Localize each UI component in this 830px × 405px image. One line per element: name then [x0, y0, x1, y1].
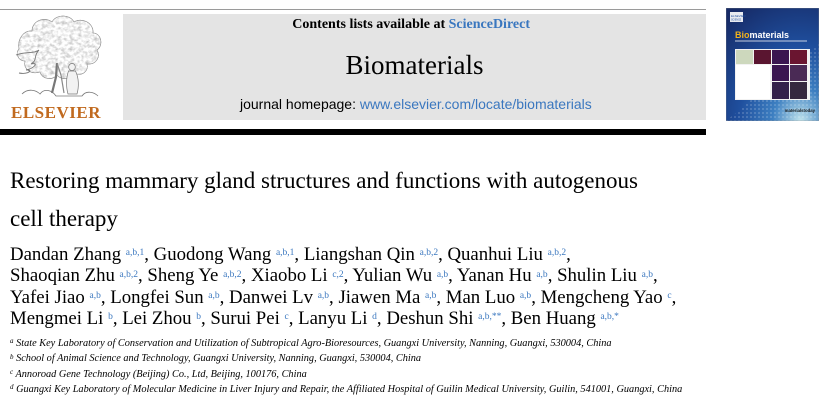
svg-text:materialstoday: materialstoday [785, 108, 816, 113]
svg-text:Biomaterials: Biomaterials [735, 30, 789, 40]
svg-text:SCIENCE: SCIENCE [731, 20, 742, 22]
svg-text:ELSEVIER: ELSEVIER [731, 14, 747, 18]
